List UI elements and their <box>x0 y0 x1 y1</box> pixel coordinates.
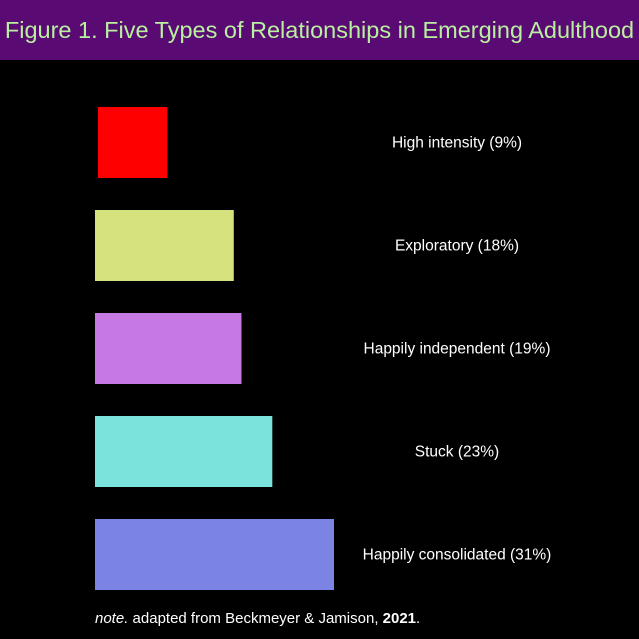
chart-title: Figure 1. Five Types of Relationships in… <box>4 16 635 43</box>
bar-label-happily-independent: Happily independent (19%) <box>364 341 551 358</box>
bar-happily-consolidated <box>95 519 334 590</box>
bar-label-stuck: Stuck (23%) <box>415 444 499 461</box>
bar-high-intensity <box>98 107 168 178</box>
note-year: 2021 <box>382 610 417 627</box>
labels-group: High intensity (9%) Exploratory (18%) Happ… <box>363 135 552 564</box>
note-italic: note. <box>95 610 129 627</box>
bar-exploratory <box>95 210 234 281</box>
bar-label-exploratory: Exploratory (18%) <box>395 238 519 255</box>
bar-happily-independent <box>95 313 242 384</box>
bar-label-happily-consolidated: Happily consolidated (31%) <box>363 547 552 564</box>
bar-stuck <box>95 416 273 487</box>
source-note: note. adapted from Beckmeyer & Jamison, … <box>95 610 420 627</box>
bar-chart: High intensity (9%) Exploratory (18%) Happ… <box>95 107 552 590</box>
bar-label-high-intensity: High intensity (9%) <box>392 135 522 152</box>
note-text: adapted from Beckmeyer & Jamison, <box>128 610 383 627</box>
title-bar: Figure 1. Five Types of Relationships in… <box>0 0 639 60</box>
bars-group <box>95 107 334 590</box>
note-end: . <box>416 610 421 627</box>
